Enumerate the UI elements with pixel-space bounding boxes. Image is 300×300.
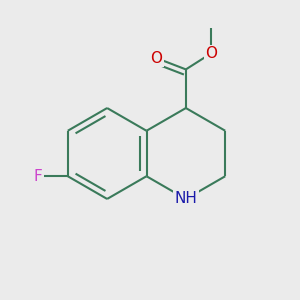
Text: O: O: [150, 50, 162, 65]
Text: NH: NH: [174, 191, 197, 206]
Text: O: O: [205, 46, 217, 61]
Text: F: F: [34, 169, 43, 184]
